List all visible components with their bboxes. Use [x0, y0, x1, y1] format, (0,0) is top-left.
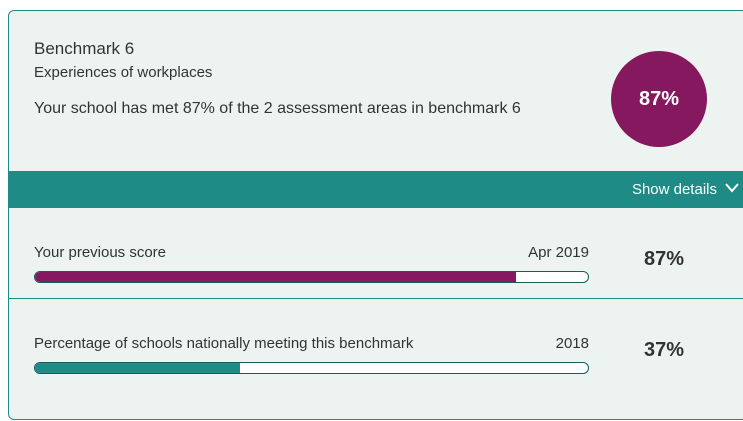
chevron[interactable]	[725, 183, 739, 193]
score-row: Your previous score Apr 2019 87%	[9, 208, 743, 299]
benchmark-card: Benchmark 6 Experiences of workplaces Yo…	[8, 10, 743, 420]
row-date: 2018	[555, 335, 589, 352]
toggle-label[interactable]: Show details	[631, 181, 717, 198]
score-badge: 87%	[611, 51, 707, 147]
subtitle: Experiences of workplaces	[34, 64, 213, 81]
row-value: 87%	[643, 248, 685, 270]
progress-track	[34, 271, 589, 283]
progress-fill	[35, 363, 240, 373]
score-row: Percentage of schools nationally meeting…	[9, 299, 743, 421]
page: Benchmark 6 Experiences of workplaces Yo…	[8, 10, 743, 420]
row-date: Apr 2019	[528, 244, 589, 261]
title: Benchmark 6	[34, 39, 135, 58]
row-value: 37%	[643, 339, 685, 361]
details-toggle[interactable]: Show details	[9, 171, 743, 208]
progress-track	[34, 362, 589, 374]
progress-fill	[35, 272, 517, 282]
description: Your school has met 87% of the 2 assessm…	[34, 100, 521, 117]
row-label: Percentage of schools nationally meeting…	[34, 335, 414, 352]
row-label: Your previous score	[34, 244, 167, 261]
card-header: Benchmark 6 Experiences of workplaces Yo…	[9, 11, 743, 171]
